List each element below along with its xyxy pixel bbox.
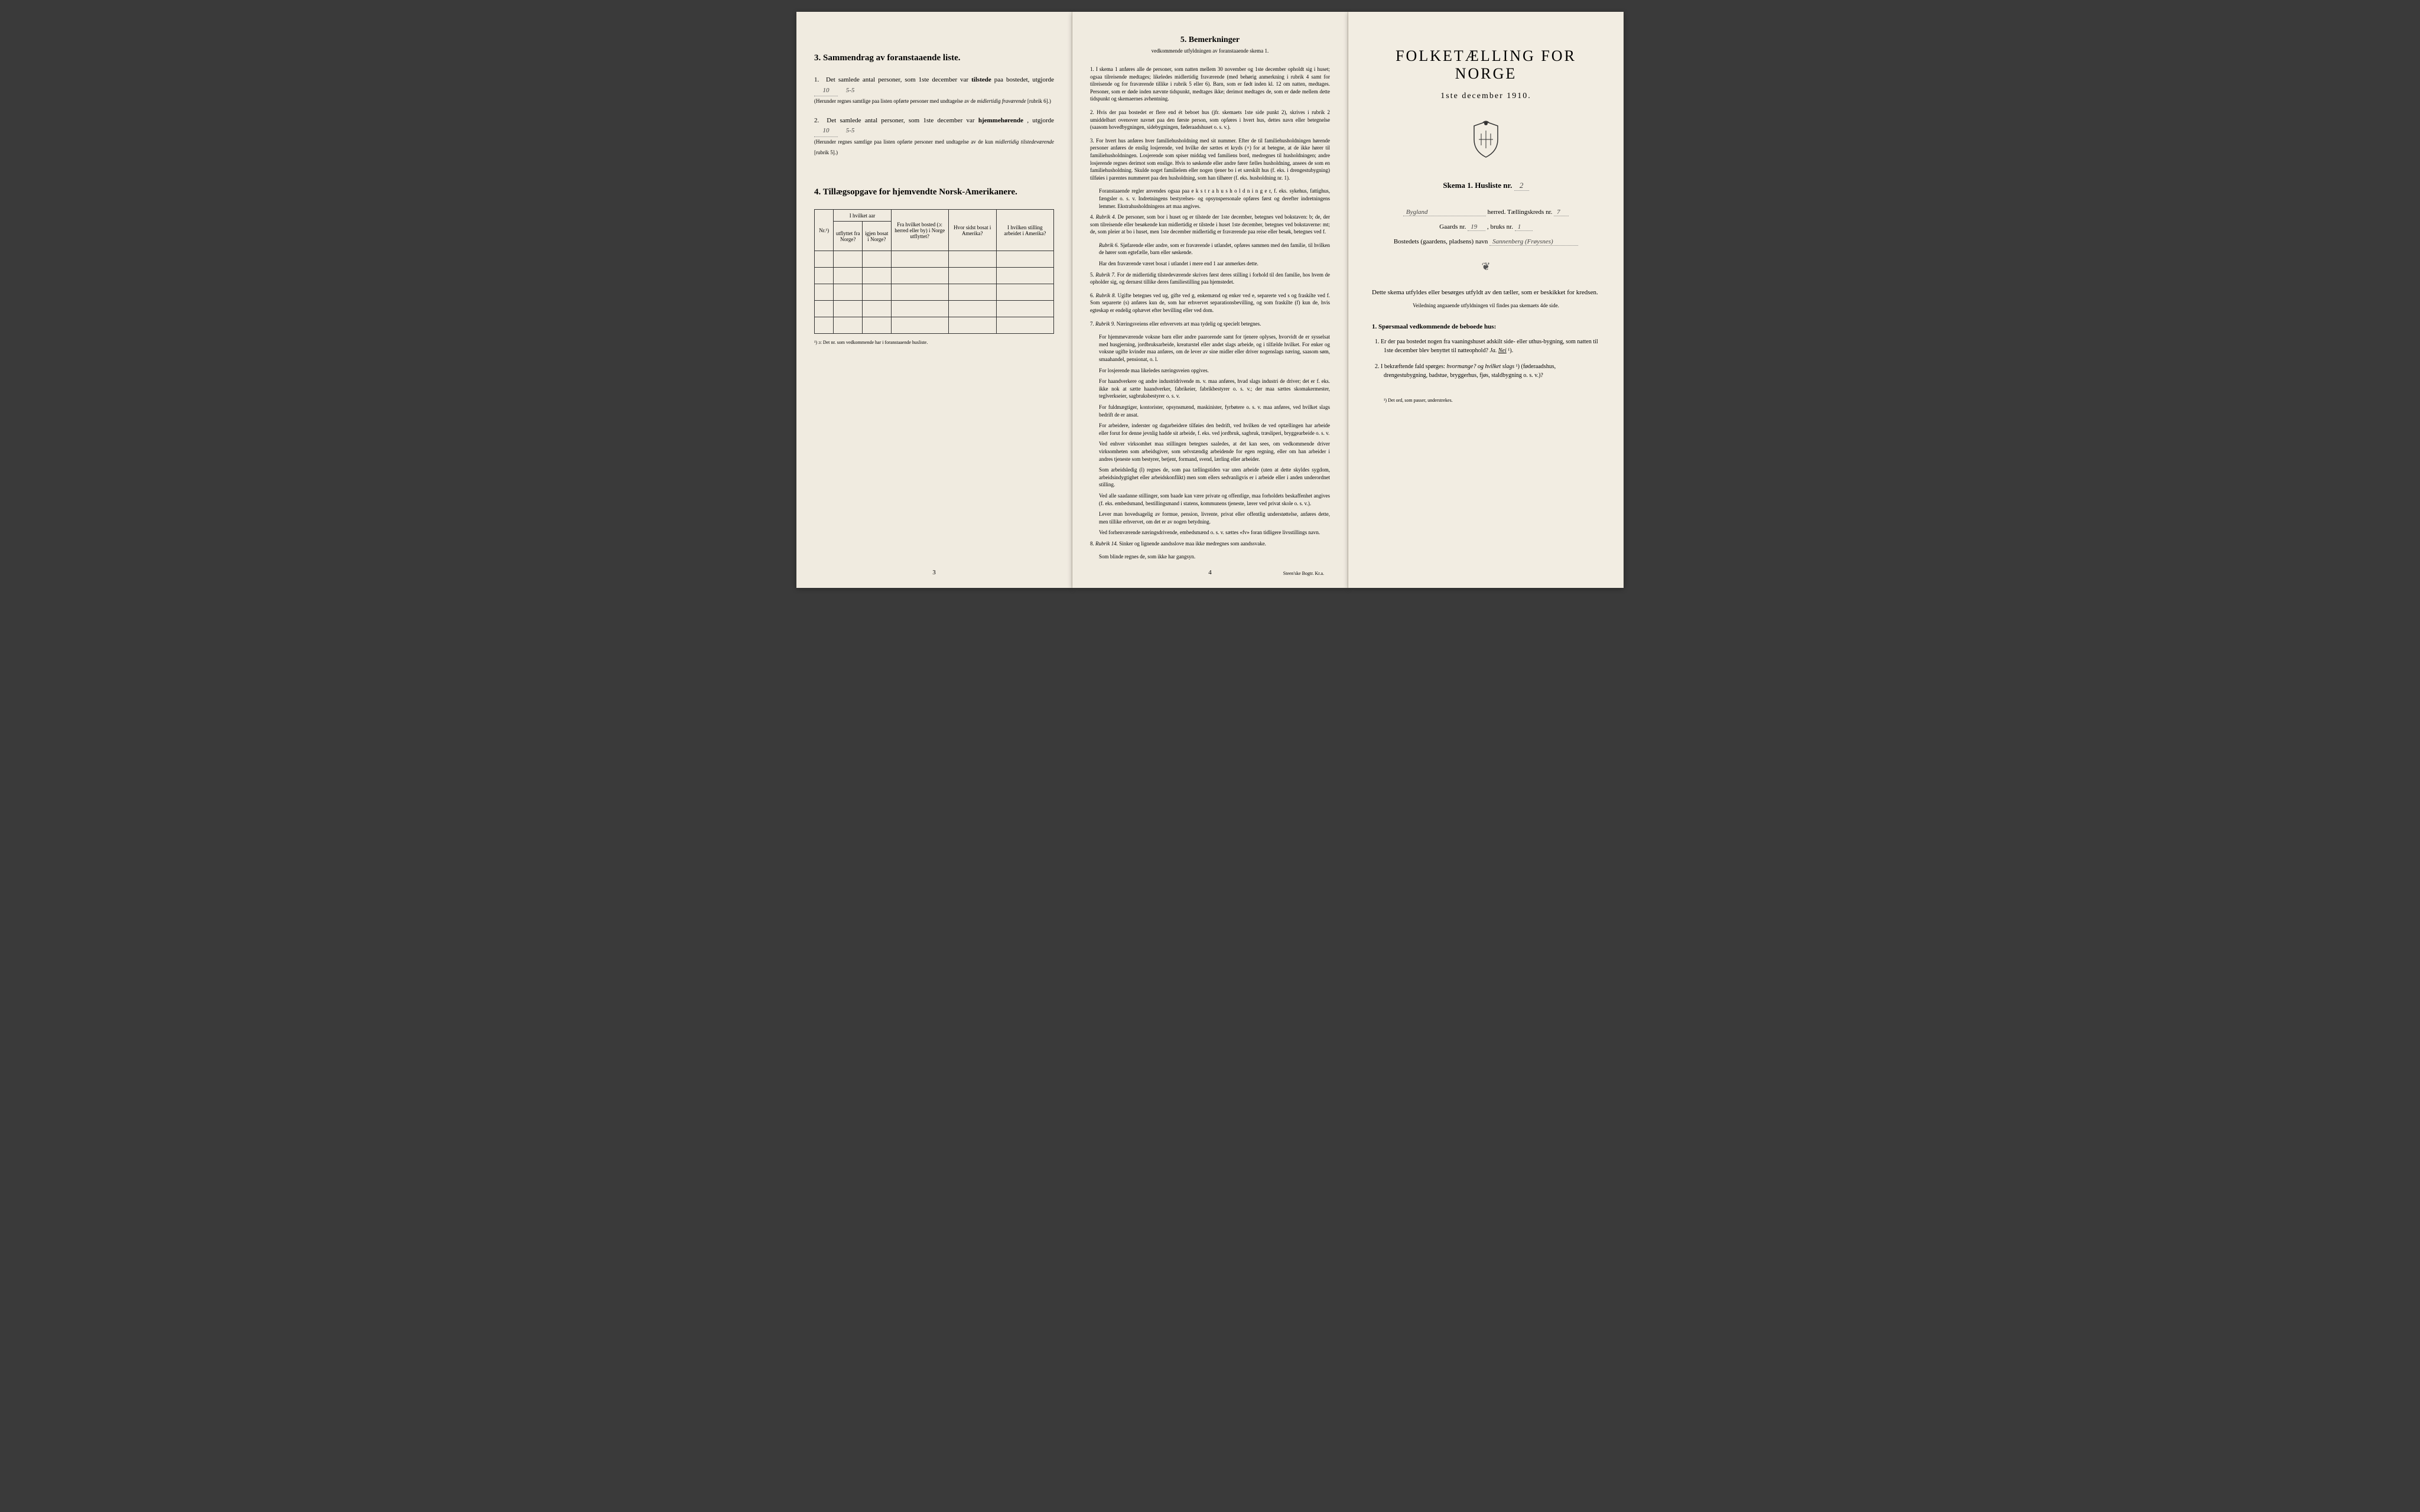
remark-sub: For haandverkere og andre industridriven… xyxy=(1099,378,1330,400)
herred-field: Bygland xyxy=(1403,209,1486,216)
field-extra: 5-5 xyxy=(846,87,855,94)
remark-sub: Foranstaaende regler anvendes ogsaa paa … xyxy=(1099,187,1330,210)
coat-of-arms-emblem xyxy=(1366,119,1606,163)
table-header: Fra hvilket bosted (ɔ: herred eller by) … xyxy=(891,210,948,251)
bosted-navn: Sannenberg (Frøysnes) xyxy=(1489,238,1578,246)
gaards-nr: 19 xyxy=(1468,223,1485,231)
page-right: FOLKETÆLLING FOR NORGE 1ste december 191… xyxy=(1348,12,1624,588)
item-text: Det samlede antal personer, som 1ste dec… xyxy=(827,117,974,124)
footnote: ¹) Det ord, som passer, understrekes. xyxy=(1372,398,1600,403)
ornament-divider: ❦ xyxy=(1366,261,1606,273)
item-note: (Herunder regnes samtlige paa listen opf… xyxy=(814,139,1054,155)
question-2: 2. I bekræftende fald spørges: hvormange… xyxy=(1372,362,1600,380)
remark-item: 3. For hvert hus anføres hver familiehus… xyxy=(1090,137,1330,182)
item-bold: hjemmehørende xyxy=(978,117,1023,124)
remark-sub: For arbeidere, inderster og dagarbeidere… xyxy=(1099,422,1330,437)
bosted-line: Bostedets (gaardens, pladsens) navn Sann… xyxy=(1366,238,1606,246)
remark-item: 7. Rubrik 9. Næringsveiens eller erhverv… xyxy=(1090,320,1330,328)
remark-item: 2. Hvis der paa bostedet er flere end ét… xyxy=(1090,109,1330,131)
remark-item: 6. Rubrik 8. Ugifte betegnes ved ug, gif… xyxy=(1090,292,1330,314)
remark-sub: For fuldmægtiger, kontorister, opsynsmæn… xyxy=(1099,404,1330,418)
coat-of-arms-icon xyxy=(1468,119,1504,160)
table-header: utflyttet fra Norge? xyxy=(834,222,863,251)
table-row xyxy=(815,251,1054,268)
remark-sub: Lever man hovedsagelig av formue, pensio… xyxy=(1099,510,1330,525)
schema-line: Skema 1. Husliste nr. 2 xyxy=(1366,181,1606,191)
table-row xyxy=(815,284,1054,301)
remark-sub: Som arbeidsledig (l) regnes de, som paa … xyxy=(1099,466,1330,489)
table-header: igjen bosat i Norge? xyxy=(862,222,891,251)
document-spread: 3. Sammendrag av foranstaaende liste. 1.… xyxy=(796,12,1624,588)
kreds-nr: 7 xyxy=(1554,209,1569,216)
item-text: Det samlede antal personer, som 1ste dec… xyxy=(826,76,968,83)
remark-sub: For hjemmeværende voksne barn eller andr… xyxy=(1099,333,1330,363)
section-3-item-1: 1. Det samlede antal personer, som 1ste … xyxy=(814,75,1054,107)
census-main-title: FOLKETÆLLING FOR NORGE xyxy=(1366,47,1606,83)
remark-sub: For losjerende maa likeledes næringsveie… xyxy=(1099,367,1330,375)
page-left: 3. Sammendrag av foranstaaende liste. 1.… xyxy=(796,12,1072,588)
section-4-title: 4. Tillægsopgave for hjemvendte Norsk-Am… xyxy=(814,187,1054,197)
table-row xyxy=(815,301,1054,317)
instruction-2: Veiledning angaaende utfyldningen vil fi… xyxy=(1366,303,1606,308)
field-extra: 5-5 xyxy=(846,127,855,134)
table-row xyxy=(815,268,1054,284)
section-3-title: 3. Sammendrag av foranstaaende liste. xyxy=(814,53,1054,63)
nei-underlined: Nei xyxy=(1498,347,1507,354)
remark-sub: Har den fraværende været bosat i utlande… xyxy=(1099,260,1330,268)
questions-section: 1. Spørsmaal vedkommende de beboede hus:… xyxy=(1366,323,1606,403)
field-value: 10 xyxy=(814,126,838,137)
remark-item: 5. Rubrik 7. For de midlertidig tilstede… xyxy=(1090,271,1330,286)
section-5-title: 5. Bemerkninger xyxy=(1090,35,1330,45)
table-header: I hvilken stilling arbeidet i Amerika? xyxy=(996,210,1053,251)
remark-sub: Ved enhver virksomhet maa stillingen bet… xyxy=(1099,440,1330,463)
remark-item: 1. I skema 1 anføres alle de personer, s… xyxy=(1090,66,1330,103)
item-bold: tilstede xyxy=(971,76,991,83)
table-row xyxy=(815,317,1054,334)
husliste-nr: 2 xyxy=(1514,181,1529,191)
question-1: 1. Er der paa bostedet nogen fra vaaning… xyxy=(1372,337,1600,355)
gaards-line: Gaards nr. 19 , bruks nr. 1 xyxy=(1366,223,1606,231)
remark-item: 4. Rubrik 4. De personer, som bor i huse… xyxy=(1090,213,1330,236)
census-date: 1ste december 1910. xyxy=(1366,92,1606,101)
table-header: Hvor sidst bosat i Amerika? xyxy=(948,210,996,251)
bruks-nr: 1 xyxy=(1515,223,1533,231)
question-header: 1. Spørsmaal vedkommende de beboede hus: xyxy=(1372,323,1600,330)
printer-mark: Steen'ske Bogtr. Kr.a. xyxy=(1283,571,1324,576)
form-table: Nr.¹) I hvilket aar Fra hvilket bosted (… xyxy=(814,209,1054,334)
page-middle: 5. Bemerkninger vedkommende utfyldningen… xyxy=(1072,12,1348,588)
item-number: 1. xyxy=(814,75,823,86)
item-note: (Herunder regnes samtlige paa listen opf… xyxy=(814,98,1051,104)
table-header: I hvilket aar xyxy=(834,210,891,222)
herred-line: Bygland herred. Tællingskreds nr. 7 xyxy=(1366,209,1606,216)
instruction-1: Dette skema utfyldes eller besørges utfy… xyxy=(1366,288,1606,298)
section-5-subtitle: vedkommende utfyldningen av foranstaaend… xyxy=(1090,48,1330,54)
page-number: 3 xyxy=(796,569,1072,576)
remark-sub: Rubrik 6. Sjøfarende eller andre, som er… xyxy=(1099,242,1330,256)
item-text: , utgjorde xyxy=(1027,117,1054,124)
remark-sub: Ved forhenværende næringsdrivende, embed… xyxy=(1099,529,1330,536)
table-header: Nr.¹) xyxy=(815,210,834,251)
item-text: paa bostedet, utgjorde xyxy=(994,76,1054,83)
section-3-item-2: 2. Det samlede antal personer, som 1ste … xyxy=(814,116,1054,158)
table-footnote: ¹) ɔ: Det nr. som vedkommende har i fora… xyxy=(814,340,1054,345)
remark-item: 8. Rubrik 14. Sinker og lignende aandssl… xyxy=(1090,540,1330,548)
remark-sub: Ved alle saadanne stillinger, som baade … xyxy=(1099,492,1330,507)
item-number: 2. xyxy=(814,116,823,126)
field-value: 10 xyxy=(814,86,838,97)
section-4-table: Nr.¹) I hvilket aar Fra hvilket bosted (… xyxy=(814,209,1054,345)
remark-sub: Som blinde regnes de, som ikke har gangs… xyxy=(1099,553,1330,561)
remarks-list: 1. I skema 1 anføres alle de personer, s… xyxy=(1090,66,1330,561)
